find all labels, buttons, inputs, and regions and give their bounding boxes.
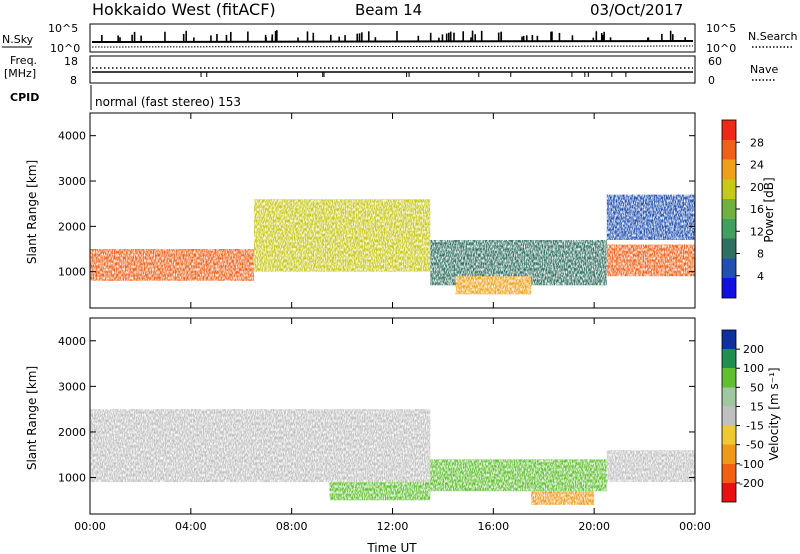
power-region-1: [253, 199, 431, 272]
power-region-3: [455, 276, 532, 295]
colorbar-tick-label: -15: [746, 420, 764, 433]
colorbar-tick-label: 15: [750, 400, 764, 413]
colorbar-tick-label: 12: [750, 225, 764, 238]
x-tick-label: 16:00: [477, 520, 509, 533]
y-tick-label: 4000: [58, 335, 86, 348]
velocity-colorbar: -200 -100 -50 -15 15 50 100 200 Velocity [m s⁻¹…: [721, 329, 781, 503]
colorbar-tick-label: 24: [750, 159, 764, 172]
colorbar-tick-label: 16: [750, 203, 764, 216]
velocity-y-ticks: 1000 2000 3000 4000: [58, 335, 695, 485]
beam-label: Beam 14: [355, 1, 422, 19]
power-region-4: [606, 244, 695, 277]
x-tick-label: 08:00: [276, 520, 308, 533]
y-tick-label: 4000: [58, 130, 86, 143]
velocity-colorbar-label: Velocity [m s⁻¹]: [767, 367, 781, 460]
cpid-panel: CPID normal (fast stereo) 153: [10, 85, 241, 110]
x-tick-label: 12:00: [377, 520, 409, 533]
power-region-5: [606, 194, 695, 240]
power-x-ticks: [89, 113, 696, 308]
freq-marks: [200, 72, 627, 77]
colorbar-tick-label: -200: [739, 477, 764, 490]
x-tick-label: 00:00: [74, 520, 106, 533]
nave-label: Nave: [750, 63, 778, 76]
plot-title: Hokkaido West (fitACF): [92, 0, 276, 19]
velocity-colorbar-ticks: -200 -100 -50 -15 15 50 100 200: [736, 343, 764, 490]
y-tick-label: 2000: [58, 220, 86, 233]
velocity-region-4: [606, 450, 695, 483]
velocity-region-2: [430, 459, 607, 492]
power-y-ticks: 1000 2000 3000 4000: [58, 130, 695, 279]
x-tick-label: 20:00: [578, 520, 610, 533]
y-tick-label: 3000: [58, 175, 86, 188]
colorbar-tick-label: -50: [746, 439, 764, 452]
power-colorbar-ticks: 4 8 12 16 20 24 28: [736, 136, 764, 283]
y-tick-label: 1000: [58, 266, 86, 279]
colorbar-tick-label: -100: [739, 458, 764, 471]
freq-panel: Freq. [MHz] 18 8 60 0 Nave: [4, 54, 778, 87]
nave-tick-low: 0: [708, 74, 715, 87]
freq-label-line2: [MHz]: [4, 67, 36, 80]
noise-tick-high-right: 10^5: [706, 22, 736, 35]
velocity-region-3: [531, 491, 595, 505]
y-tick-label: 2000: [58, 426, 86, 439]
nsky-label: N.Sky: [2, 33, 34, 46]
power-data-layer: [90, 194, 695, 295]
colorbar-tick-label: 200: [743, 343, 764, 356]
power-colorbar-label: Power [dB]: [762, 177, 776, 242]
freq-tick-high: 18: [64, 55, 78, 68]
noise-tick-low-right: 10^0: [706, 42, 736, 55]
velocity-region-1: [329, 482, 431, 501]
colorbar-tick-label: 20: [750, 181, 764, 194]
colorbar-tick-label: 28: [750, 136, 764, 149]
noise-tick-high-left: 10^5: [48, 22, 78, 35]
velocity-x-ticks: 00:00 04:00 08:00 12:00 16:00 20:00 00:00: [74, 318, 711, 533]
x-tick-label: 00:00: [679, 520, 711, 533]
noise-panel: N.Sky 10^5 10^0 10^5 10^0 N.Search: [2, 22, 798, 55]
colorbar-tick-label: 50: [750, 381, 764, 394]
time-axis-label: Time UT: [366, 541, 417, 554]
noise-tick-low-left: 10^0: [50, 42, 80, 55]
velocity-data-layer: [90, 409, 695, 505]
x-tick-label: 04:00: [175, 520, 207, 533]
colorbar-tick-label: 100: [743, 362, 764, 375]
colorbar-tick-label: 4: [757, 270, 764, 283]
nsky-spikes: [101, 30, 686, 41]
power-ylabel: Slant Range [km]: [25, 160, 39, 264]
power-colorbar: 4 8 12 16 20 24 28 Power [dB]: [721, 119, 776, 299]
power-panel: 1000 2000 3000 4000 Slant Range [km]: [25, 112, 696, 309]
nsearch-trace: [91, 45, 694, 48]
cpid-text: normal (fast stereo) 153: [95, 95, 241, 109]
colorbar-tick-label: 8: [757, 248, 764, 261]
velocity-ylabel: Slant Range [km]: [25, 366, 39, 470]
nave-tick-high: 60: [708, 55, 722, 68]
y-tick-label: 3000: [58, 380, 86, 393]
nsearch-label: N.Search: [748, 30, 798, 43]
power-region-0: [90, 249, 254, 281]
nsky-trace: [91, 40, 694, 43]
velocity-region-0: [90, 409, 431, 483]
y-tick-label: 1000: [58, 472, 86, 485]
cpid-label: CPID: [10, 91, 39, 104]
date-label: 03/Oct/2017: [590, 1, 683, 19]
freq-tick-low: 8: [70, 74, 77, 87]
freq-label-line1: Freq.: [10, 54, 37, 67]
